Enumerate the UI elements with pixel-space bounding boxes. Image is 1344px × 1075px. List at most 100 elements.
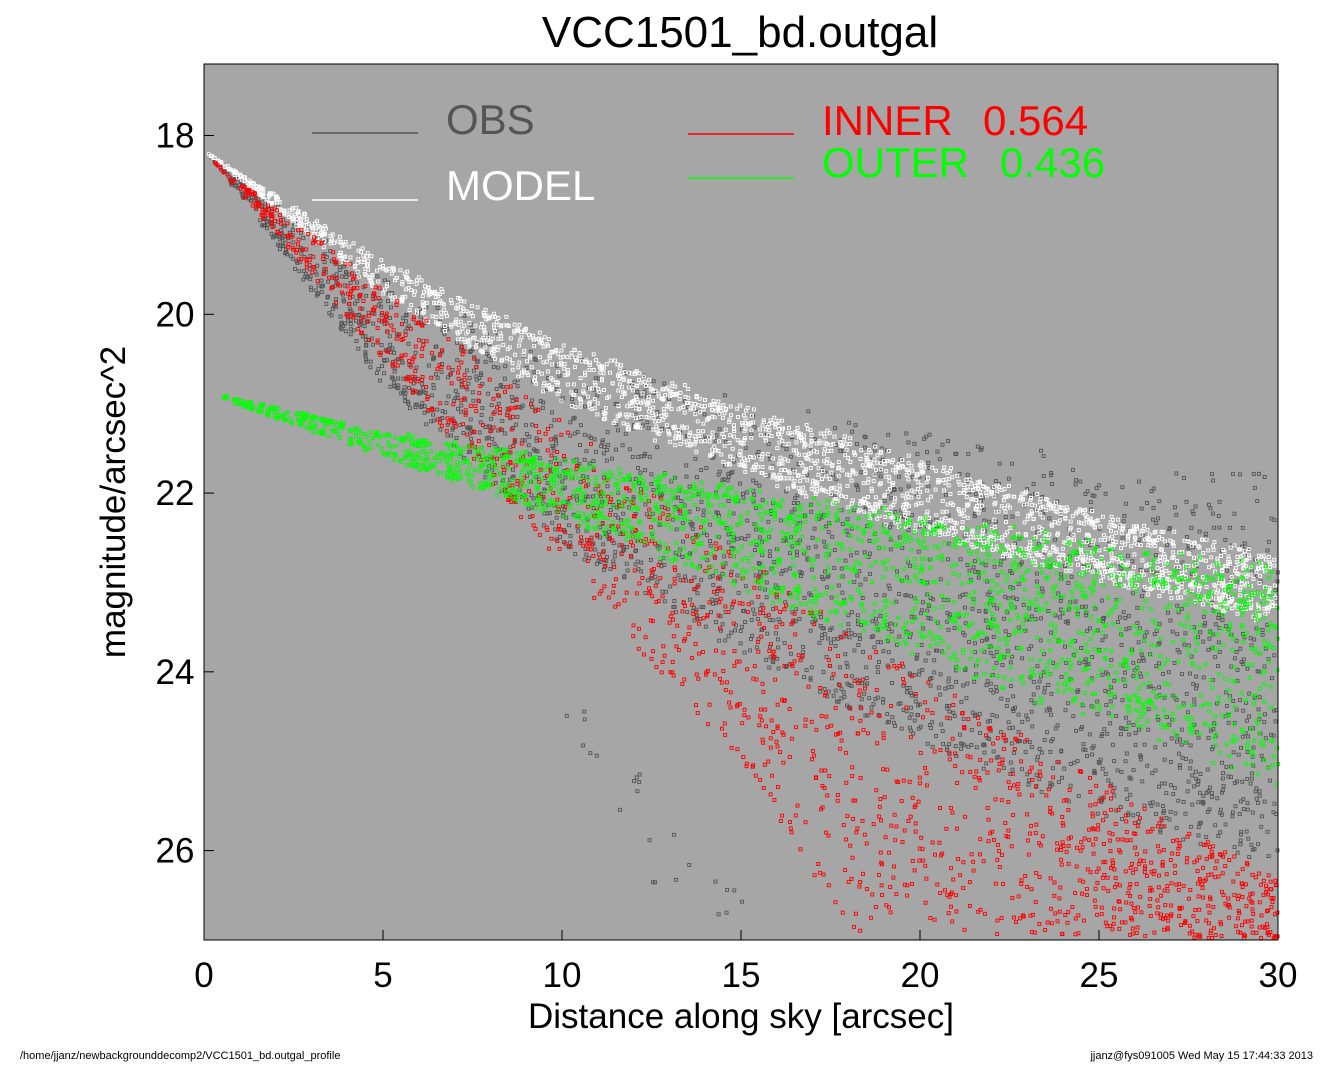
data-point	[844, 661, 849, 666]
data-point	[291, 240, 296, 245]
data-point	[765, 631, 770, 636]
data-point	[882, 593, 887, 598]
data-point	[748, 648, 752, 653]
data-point	[1200, 799, 1205, 804]
data-point	[301, 235, 306, 240]
data-point	[784, 447, 789, 452]
data-point	[1272, 653, 1277, 658]
data-point	[401, 316, 406, 321]
data-point	[557, 373, 562, 378]
data-point	[855, 613, 860, 618]
data-point	[760, 498, 765, 503]
data-point	[1123, 684, 1128, 688]
data-point	[831, 693, 836, 698]
data-point	[767, 665, 772, 670]
data-point	[1179, 727, 1184, 732]
data-point	[1083, 492, 1088, 497]
data-point	[778, 518, 783, 523]
data-point	[829, 595, 834, 600]
data-point	[802, 595, 807, 600]
data-point	[1241, 708, 1246, 713]
data-point	[718, 614, 723, 619]
data-point	[1088, 500, 1093, 505]
data-point	[1204, 835, 1209, 839]
data-point	[1124, 787, 1129, 792]
data-point	[446, 394, 451, 399]
data-point	[1011, 694, 1016, 699]
data-point	[858, 582, 863, 587]
data-point	[849, 610, 854, 615]
data-point	[1120, 726, 1125, 731]
data-point	[1096, 759, 1101, 764]
data-point	[1238, 646, 1243, 651]
data-point	[1198, 630, 1203, 635]
data-point	[881, 696, 886, 701]
data-point	[669, 479, 674, 484]
data-point	[601, 542, 606, 547]
data-point	[429, 393, 434, 398]
data-point	[1006, 476, 1011, 481]
data-point	[1084, 610, 1089, 615]
data-point	[718, 628, 723, 633]
data-point	[466, 450, 471, 454]
data-point	[1262, 664, 1267, 669]
data-point	[1049, 473, 1054, 478]
data-point	[1019, 767, 1024, 772]
data-point	[804, 668, 809, 673]
data-point	[899, 726, 904, 731]
data-point	[1074, 728, 1078, 733]
data-point	[1224, 703, 1229, 708]
data-point	[867, 538, 872, 543]
data-point	[701, 513, 706, 518]
data-point	[598, 525, 603, 530]
data-point	[705, 533, 709, 538]
data-point	[1112, 678, 1117, 683]
data-point	[1249, 776, 1254, 781]
data-point	[1136, 820, 1141, 824]
data-point	[967, 639, 971, 644]
data-point	[566, 543, 571, 548]
data-point	[1250, 810, 1255, 815]
data-point	[853, 423, 858, 428]
data-point	[1108, 721, 1113, 726]
data-point	[969, 728, 974, 732]
data-point	[1031, 482, 1036, 487]
data-point	[496, 401, 501, 406]
data-point	[538, 492, 543, 496]
data-point	[846, 613, 851, 618]
data-point	[396, 376, 400, 381]
data-point	[890, 681, 895, 685]
data-point	[787, 566, 792, 571]
data-point	[857, 633, 862, 638]
data-point	[600, 440, 605, 445]
data-point	[1211, 677, 1216, 682]
data-point	[1120, 698, 1125, 703]
data-point	[946, 627, 951, 632]
data-point	[1123, 715, 1128, 720]
data-point	[1174, 471, 1179, 476]
data-point	[338, 265, 343, 270]
data-point	[1262, 799, 1267, 804]
data-point	[605, 484, 610, 489]
data-point	[980, 638, 984, 643]
data-point	[644, 512, 649, 517]
data-point	[468, 350, 473, 354]
data-point	[1262, 475, 1267, 479]
data-point	[593, 487, 598, 492]
data-point	[754, 542, 759, 547]
data-point	[455, 396, 460, 400]
data-point	[818, 689, 823, 694]
data-point	[1081, 747, 1086, 752]
data-point	[829, 641, 833, 646]
data-point	[477, 399, 482, 404]
data-point	[346, 318, 351, 323]
plot-area	[204, 64, 1278, 940]
data-point	[764, 657, 769, 662]
data-point	[947, 709, 952, 714]
data-point	[1016, 582, 1021, 587]
data-point	[1080, 604, 1085, 609]
data-point	[352, 301, 357, 306]
data-point	[1157, 641, 1162, 646]
data-point	[1210, 646, 1215, 651]
data-point	[406, 385, 411, 390]
